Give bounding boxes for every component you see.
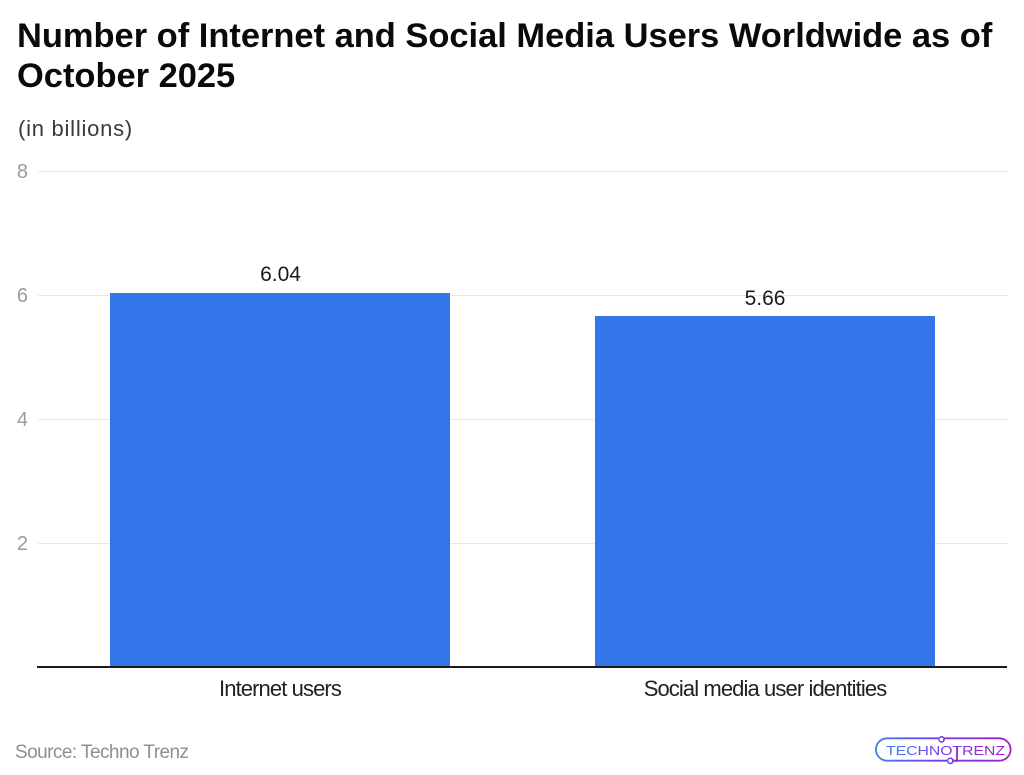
svg-text:TECHNOTRENZ: TECHNOTRENZ (886, 743, 1005, 758)
